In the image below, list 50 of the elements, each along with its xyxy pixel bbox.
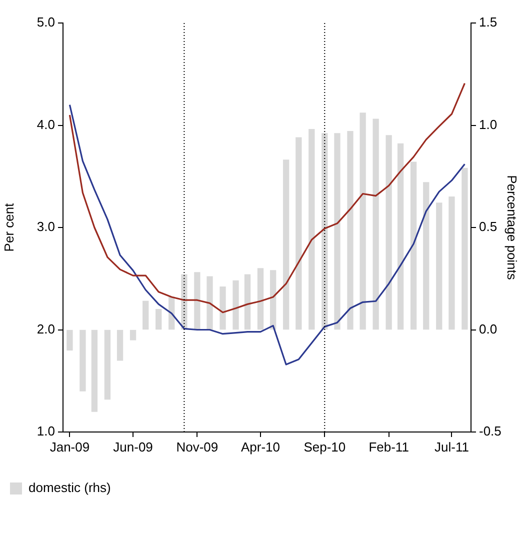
legend-label: domestic (rhs) — [28, 480, 111, 496]
bar — [386, 135, 392, 330]
y2-axis-title: Percentage points — [504, 175, 520, 280]
bar — [436, 202, 442, 330]
bar — [423, 182, 430, 330]
bar — [257, 268, 264, 330]
y-axis-title: Per cent — [1, 202, 16, 252]
bar — [462, 168, 468, 330]
bar — [410, 162, 417, 330]
bar — [232, 280, 239, 330]
bar — [283, 160, 290, 330]
y-tick-label: 1.0 — [36, 424, 55, 439]
bar — [142, 300, 149, 330]
bar — [91, 330, 98, 412]
y-tick-label: 3.0 — [36, 219, 55, 234]
bar — [347, 131, 354, 330]
bar — [244, 274, 251, 330]
bar — [66, 330, 73, 351]
bar — [296, 137, 302, 330]
y2-tick-label: 0.0 — [479, 321, 498, 336]
bar — [194, 272, 200, 330]
bar — [80, 330, 86, 392]
bar — [397, 143, 404, 330]
bar — [220, 286, 226, 330]
bar — [322, 133, 328, 330]
y-tick-label: 4.0 — [36, 116, 55, 132]
x-tick-label: Sep-10 — [304, 439, 346, 454]
bar — [308, 129, 315, 330]
bar — [156, 308, 162, 330]
y2-tick-label: -0.5 — [479, 424, 502, 439]
x-tick-label: Jan-09 — [50, 439, 90, 454]
x-tick-label: Apr-10 — [240, 439, 280, 454]
x-tick-label: Nov-09 — [176, 439, 218, 454]
x-tick-label: Jun-09 — [113, 439, 153, 454]
y-tick-label: 5.0 — [36, 14, 55, 30]
bar — [448, 196, 455, 330]
bar — [116, 330, 124, 361]
x-tick-label: Jul-11 — [434, 439, 469, 454]
y2-tick-label: 1.0 — [479, 116, 498, 132]
y2-tick-label: 1.5 — [479, 14, 498, 30]
bar — [372, 118, 379, 330]
bar — [130, 330, 136, 340]
bar — [270, 270, 276, 330]
bar — [104, 330, 111, 400]
bar — [360, 112, 366, 330]
y-tick-label: 2.0 — [36, 321, 55, 336]
bar — [334, 133, 340, 330]
bar — [206, 276, 213, 330]
y2-tick-label: 0.5 — [479, 219, 498, 234]
x-tick-label: Feb-11 — [368, 439, 409, 454]
